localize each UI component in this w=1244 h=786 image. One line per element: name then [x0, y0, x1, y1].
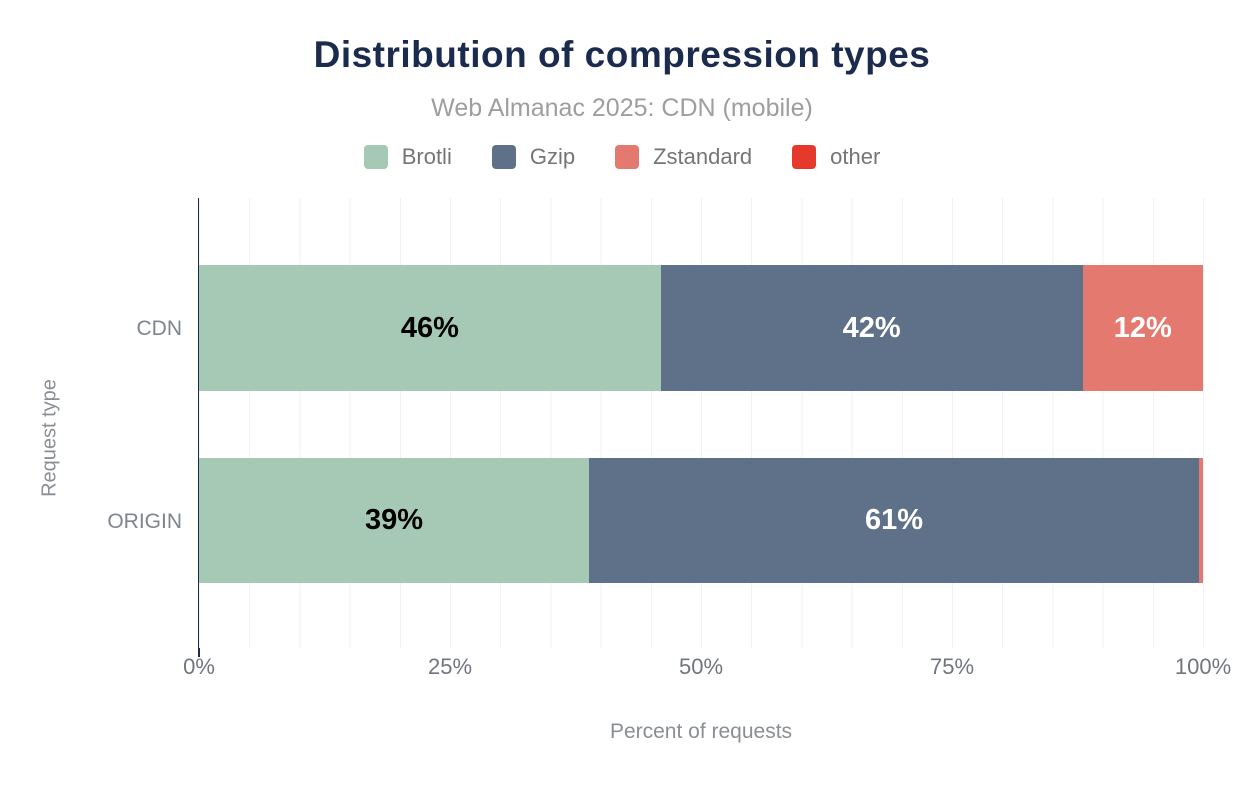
legend-swatch-zstandard-icon [615, 145, 640, 169]
x-tick-label-4: 100% [1174, 654, 1232, 679]
x-tick-label-2: 50% [678, 654, 724, 679]
bar-cdn: 46% 42% 12% [199, 265, 1204, 391]
legend-label-brotli: Brotli [401, 144, 452, 169]
legend-item-gzip: Gzip [491, 144, 576, 170]
bar-value-label-origin-gzip: 61% [864, 504, 924, 536]
category-label-cdn: CDN [136, 317, 183, 340]
legend-swatch-other-icon [792, 145, 817, 169]
legend-swatch-gzip-icon [491, 145, 516, 169]
bar-value-label-cdn-brotli: 46% [400, 311, 459, 344]
bar-segment-cdn-gzip: 42% [660, 265, 1083, 391]
bar-segment-origin-brotli: 39% [199, 458, 589, 583]
legend-item-other: other [792, 144, 880, 170]
bar-value-label-cdn-zstandard: 12% [1113, 311, 1172, 344]
legend-label-gzip: Gzip [529, 144, 576, 169]
bar-value-label-origin-brotli: 39% [364, 504, 424, 536]
bar-origin: 39% 61% [199, 458, 1203, 583]
x-axis-title: Percent of requests [609, 720, 793, 743]
legend-item-brotli: Brotli [363, 144, 452, 170]
bar-segment-origin-gzip: 61% [589, 458, 1199, 583]
legend: Brotli Gzip Zstandard other [0, 144, 1244, 170]
bar-segment-origin-zstandard [1199, 458, 1203, 583]
x-tick-labels: 0% 25% 50% 75% 100% [183, 654, 1231, 680]
chart-subtitle: Web Almanac 2025: CDN (mobile) [431, 94, 813, 122]
bar-value-label-cdn-gzip: 42% [842, 311, 901, 344]
legend-swatch-brotli-icon [363, 145, 388, 169]
y-axis-title: Request type [38, 379, 61, 497]
plot-area: 46% 42% 12% 39% 61% [199, 198, 1204, 648]
category-label-origin: ORIGIN [107, 510, 182, 533]
x-tick-label-3: 75% [929, 654, 975, 679]
legend-label-other: other [830, 144, 881, 169]
legend-label-zstandard: Zstandard [653, 144, 753, 169]
bar-segment-cdn-zstandard: 12% [1082, 265, 1204, 391]
x-tick-label-0: 0% [183, 654, 215, 679]
chart-title: Distribution of compression types [313, 34, 931, 75]
legend-item-zstandard: Zstandard [615, 144, 752, 170]
x-tick-label-1: 25% [427, 654, 473, 679]
bar-segment-cdn-brotli: 46% [199, 265, 661, 391]
